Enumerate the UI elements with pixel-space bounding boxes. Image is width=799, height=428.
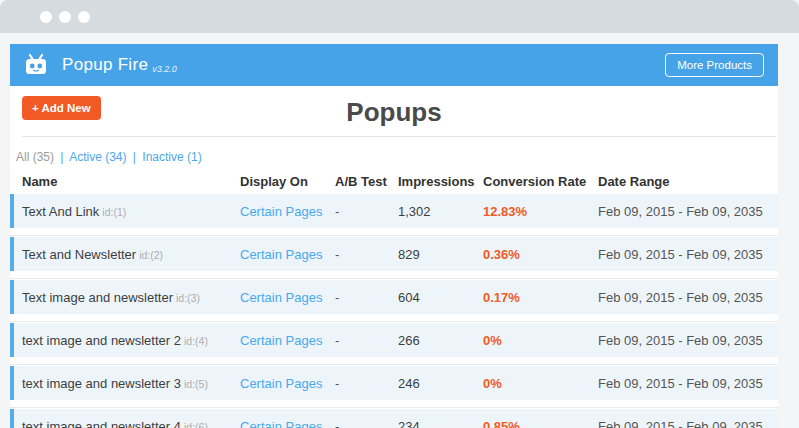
- popup-name-cell: Text And Linkid:(1): [22, 204, 240, 219]
- popup-id: id:(1): [102, 206, 126, 218]
- table-row-bar: Text And Linkid:(1) Certain Pages - 1,30…: [10, 194, 778, 228]
- filter-separator: |: [60, 150, 63, 164]
- ab-test-cell: -: [335, 247, 398, 262]
- certain-pages-link[interactable]: Certain Pages: [240, 247, 322, 262]
- robot-icon: [24, 54, 48, 76]
- filter-active[interactable]: Active (34): [69, 150, 126, 164]
- impressions-cell: 604: [398, 290, 483, 305]
- filter-separator: |: [133, 150, 136, 164]
- window-controls: [40, 11, 90, 23]
- app-title: Popup Fire: [62, 55, 148, 75]
- popup-name: text image and newsletter 4: [22, 419, 181, 428]
- table-row-bar: Text image and newsletterid:(3) Certain …: [10, 280, 778, 314]
- table-row: text image and newsletter 2id:(4) Certai…: [10, 323, 778, 365]
- table-header: Name Display On A/B Test Impressions Con…: [10, 173, 778, 190]
- display-on-cell: Certain Pages: [240, 419, 335, 428]
- table-row: text image and newsletter 4id:(6) Certai…: [10, 409, 778, 428]
- conversion-rate-cell: 0.36%: [483, 247, 598, 262]
- date-range-cell: Feb 09, 2015 - Feb 09, 2035: [598, 290, 778, 305]
- column-header-date-range: Date Range: [598, 174, 778, 189]
- date-range-cell: Feb 09, 2015 - Feb 09, 2035: [598, 333, 778, 348]
- impressions-cell: 246: [398, 376, 483, 391]
- display-on-cell: Certain Pages: [240, 204, 335, 219]
- impressions-cell: 266: [398, 333, 483, 348]
- display-on-cell: Certain Pages: [240, 290, 335, 305]
- ab-test-cell: -: [335, 290, 398, 305]
- app-version: v3.2.0: [152, 64, 177, 74]
- window-titlebar: [0, 0, 799, 33]
- table-row-bar: Text and Newsletterid:(2) Certain Pages …: [10, 237, 778, 271]
- ab-test-cell: -: [335, 419, 398, 428]
- date-range-cell: Feb 09, 2015 - Feb 09, 2035: [598, 247, 778, 262]
- ab-test-cell: -: [335, 376, 398, 391]
- conversion-rate-cell: 0%: [483, 333, 598, 348]
- more-products-button[interactable]: More Products: [665, 53, 764, 77]
- conversion-rate-cell: 0.85%: [483, 419, 598, 428]
- toolbar: + Add New Popups: [10, 95, 778, 133]
- display-on-cell: Certain Pages: [240, 333, 335, 348]
- column-header-impressions: Impressions: [398, 174, 483, 189]
- table-row: text image and newsletter 3id:(5) Certai…: [10, 366, 778, 408]
- page-title: Popups: [10, 95, 778, 129]
- filter-inactive[interactable]: Inactive (1): [142, 150, 201, 164]
- popup-name-cell: text image and newsletter 3id:(5): [22, 376, 240, 391]
- conversion-rate-cell: 0%: [483, 376, 598, 391]
- window-control-dot[interactable]: [78, 11, 90, 23]
- popup-name-cell: Text image and newsletterid:(3): [22, 290, 240, 305]
- screen: Popup Fire v3.2.0 More Products + Add Ne…: [0, 0, 799, 428]
- popup-name-cell: text image and newsletter 2id:(4): [22, 333, 240, 348]
- popup-id: id:(4): [184, 335, 208, 347]
- table-row-bar: text image and newsletter 2id:(4) Certai…: [10, 323, 778, 357]
- title-divider: [22, 136, 776, 137]
- popup-name: text image and newsletter 2: [22, 333, 181, 348]
- impressions-cell: 829: [398, 247, 483, 262]
- column-header-ab-test: A/B Test: [335, 174, 398, 189]
- ab-test-cell: -: [335, 333, 398, 348]
- table-row-bar: text image and newsletter 4id:(6) Certai…: [10, 409, 778, 428]
- table-rows: Text And Linkid:(1) Certain Pages - 1,30…: [10, 194, 778, 428]
- popup-name: text image and newsletter 3: [22, 376, 181, 391]
- column-header-name: Name: [22, 174, 240, 189]
- popup-id: id:(6): [184, 421, 208, 428]
- certain-pages-link[interactable]: Certain Pages: [240, 419, 322, 428]
- popup-name: Text and Newsletter: [22, 247, 136, 262]
- conversion-rate-cell: 12.83%: [483, 204, 598, 219]
- date-range-cell: Feb 09, 2015 - Feb 09, 2035: [598, 419, 778, 428]
- impressions-cell: 234: [398, 419, 483, 428]
- date-range-cell: Feb 09, 2015 - Feb 09, 2035: [598, 204, 778, 219]
- table-row-bar: text image and newsletter 3id:(5) Certai…: [10, 366, 778, 400]
- popup-name: Text And Link: [22, 204, 99, 219]
- popup-id: id:(5): [184, 378, 208, 390]
- column-header-display-on: Display On: [240, 174, 335, 189]
- display-on-cell: Certain Pages: [240, 376, 335, 391]
- page-body: + Add New Popups All (35) | Active (34) …: [10, 86, 778, 428]
- popup-id: id:(2): [139, 249, 163, 261]
- column-header-conversion-rate: Conversion Rate: [483, 174, 598, 189]
- app-window: Popup Fire v3.2.0 More Products + Add Ne…: [10, 44, 778, 428]
- window-control-dot[interactable]: [59, 11, 71, 23]
- display-on-cell: Certain Pages: [240, 247, 335, 262]
- certain-pages-link[interactable]: Certain Pages: [240, 204, 322, 219]
- certain-pages-link[interactable]: Certain Pages: [240, 290, 322, 305]
- window-control-dot[interactable]: [40, 11, 52, 23]
- status-filters: All (35) | Active (34) | Inactive (1): [16, 150, 778, 164]
- impressions-cell: 1,302: [398, 204, 483, 219]
- popup-id: id:(3): [176, 292, 200, 304]
- table-row: Text and Newsletterid:(2) Certain Pages …: [10, 237, 778, 279]
- table-row: Text And Linkid:(1) Certain Pages - 1,30…: [10, 194, 778, 236]
- table-row: Text image and newsletterid:(3) Certain …: [10, 280, 778, 322]
- app-header: Popup Fire v3.2.0 More Products: [10, 44, 778, 86]
- popup-name-cell: Text and Newsletterid:(2): [22, 247, 240, 262]
- popup-name: Text image and newsletter: [22, 290, 173, 305]
- popup-name-cell: text image and newsletter 4id:(6): [22, 419, 240, 428]
- ab-test-cell: -: [335, 204, 398, 219]
- filter-all[interactable]: All (35): [16, 150, 54, 164]
- conversion-rate-cell: 0.17%: [483, 290, 598, 305]
- certain-pages-link[interactable]: Certain Pages: [240, 376, 322, 391]
- certain-pages-link[interactable]: Certain Pages: [240, 333, 322, 348]
- add-new-button[interactable]: + Add New: [22, 96, 101, 120]
- date-range-cell: Feb 09, 2015 - Feb 09, 2035: [598, 376, 778, 391]
